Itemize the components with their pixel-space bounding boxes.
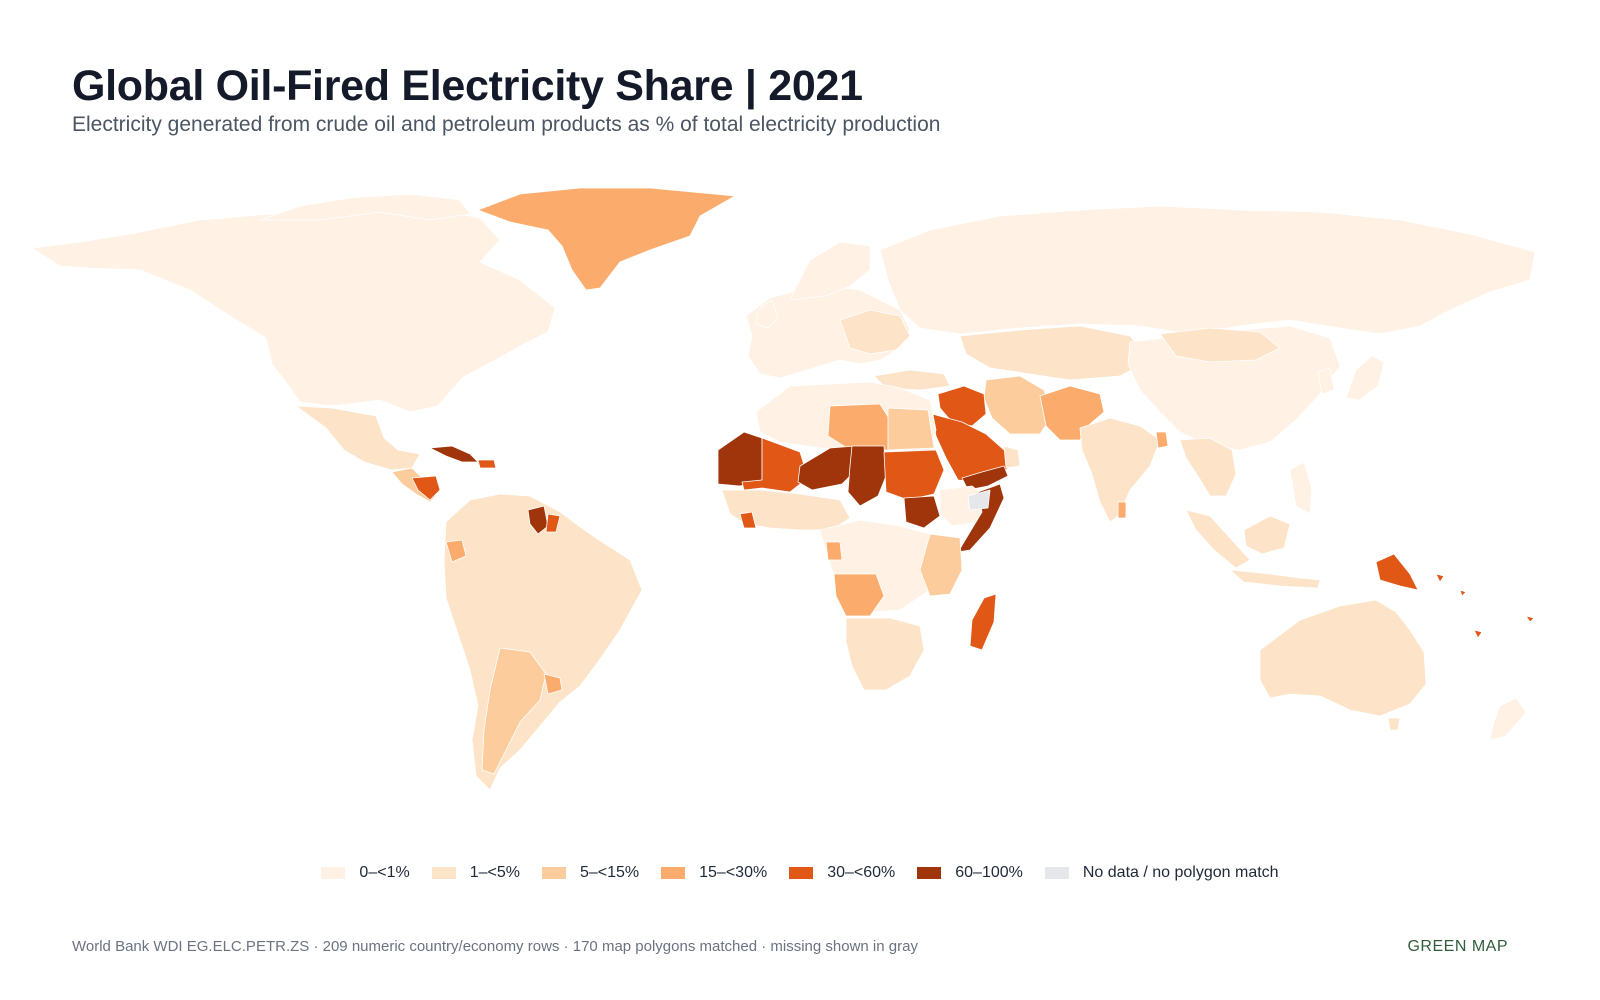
region-madagascar: [969, 593, 997, 651]
legend-label: 0–<1%: [359, 864, 410, 881]
region-south-sudan: [903, 495, 941, 529]
map-legend: 0–<1% 1–<5% 5–<15% 15–<30% 30–<60% 60–10…: [0, 864, 1600, 882]
region-indonesia: [1229, 569, 1321, 589]
region-philippines: [1289, 461, 1313, 515]
legend-label: 30–<60%: [827, 864, 896, 881]
page-title: Global Oil-Fired Electricity Share | 202…: [72, 62, 863, 110]
missing-text: missing shown in gray: [770, 938, 918, 955]
region-korea: [1317, 367, 1335, 395]
world-map-svg: [31, 187, 1536, 791]
legend-item: 5–<15%: [541, 864, 640, 882]
legend-label: 15–<30%: [699, 864, 768, 881]
region-uk: [755, 299, 779, 329]
region-south-america: [443, 493, 643, 791]
region-mexico: [295, 405, 421, 471]
region-pacific-islands: [1435, 573, 1535, 639]
region-sudan: [883, 449, 945, 501]
legend-swatch: [1044, 867, 1069, 879]
legend-item: No data / no polygon match: [1044, 864, 1279, 882]
legend-label: 60–100%: [955, 864, 1023, 881]
separator: ·: [761, 938, 771, 955]
legend-item: 1–<5%: [431, 864, 520, 882]
separator: ·: [563, 938, 573, 955]
region-iran: [983, 375, 1053, 435]
region-eastern-europe: [839, 309, 911, 355]
footer-source: World Bank WDI EG.ELC.PETR.ZS · 209 nume…: [72, 938, 918, 955]
region-oman: [1003, 445, 1021, 469]
region-papua-new-guinea: [1375, 553, 1419, 591]
legend-label: 5–<15%: [579, 864, 640, 881]
region-somalia: [957, 483, 1005, 553]
legend-swatch: [321, 867, 346, 879]
region-hispaniola: [477, 459, 497, 469]
region-indochina: [1179, 437, 1237, 497]
region-ecuador: [445, 539, 467, 563]
region-cuba: [429, 445, 479, 463]
region-mongolia: [1159, 327, 1281, 363]
legend-item: 15–<30%: [661, 864, 767, 882]
region-angola: [833, 573, 885, 617]
region-sri-lanka: [1117, 501, 1127, 519]
brand-label: GREEN MAP: [1407, 938, 1508, 955]
legend-item: 60–100%: [917, 864, 1023, 882]
region-no-data: [967, 489, 991, 511]
legend-swatch: [661, 867, 686, 879]
separator: ·: [313, 938, 323, 955]
region-east-africa: [919, 533, 963, 597]
legend-item: 30–<60%: [789, 864, 895, 882]
region-borneo: [1243, 515, 1291, 555]
legend-label: No data / no polygon match: [1082, 864, 1279, 881]
region-west-africa: [721, 489, 851, 531]
region-new-zealand: [1489, 697, 1527, 741]
region-malaysia-sumatra: [1185, 509, 1251, 569]
legend-item: 0–<1%: [321, 864, 410, 882]
region-honduras-nicaragua: [411, 475, 441, 501]
region-mauritania: [717, 431, 763, 487]
matched-text: 170 map polygons matched: [572, 938, 758, 955]
region-argentina: [481, 647, 547, 775]
region-egypt: [887, 407, 935, 451]
region-mali: [741, 437, 809, 493]
legend-swatch: [789, 867, 814, 879]
region-central-asia: [959, 325, 1151, 381]
region-bangladesh: [1155, 431, 1169, 449]
source-text: World Bank WDI EG.ELC.PETR.ZS: [72, 938, 310, 955]
region-japan: [1345, 355, 1385, 401]
region-scandinavia: [789, 241, 871, 301]
legend-swatch: [431, 867, 456, 879]
region-tasmania: [1387, 717, 1401, 731]
region-arctic-islands: [259, 193, 471, 221]
region-greenland: [477, 187, 736, 291]
region-gabon: [825, 541, 843, 561]
region-russia: [879, 205, 1536, 335]
page-subtitle: Electricity generated from crude oil and…: [72, 113, 941, 136]
region-french-guiana: [545, 513, 561, 533]
legend-label: 1–<5%: [469, 864, 520, 881]
world-choropleth-map: [0, 150, 1600, 810]
region-guyana-suriname: [527, 505, 549, 535]
region-iraq-syria: [937, 385, 987, 427]
region-uruguay: [543, 673, 563, 695]
legend-swatch: [541, 867, 566, 879]
region-chad: [847, 445, 887, 507]
region-sierra-leone: [739, 511, 757, 529]
region-canada-usa: [31, 207, 556, 413]
region-southern-africa: [845, 617, 925, 691]
legend-swatch: [917, 867, 942, 879]
rows-text: 209 numeric country/economy rows: [322, 938, 560, 955]
region-australia: [1259, 599, 1427, 717]
